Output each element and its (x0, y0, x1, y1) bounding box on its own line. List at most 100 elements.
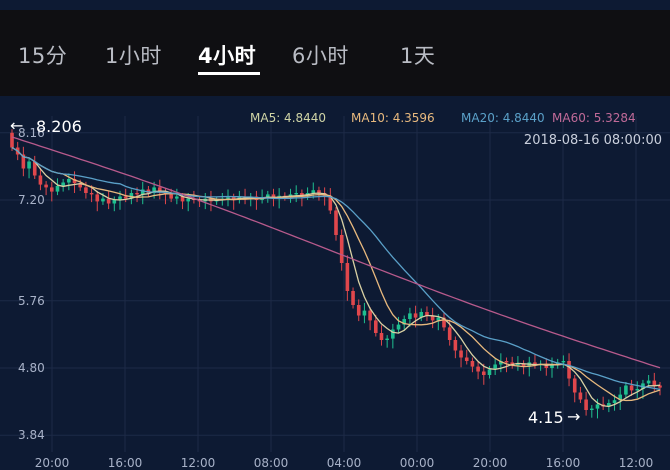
x-axis-ticks: 20:00 16:00 12:00 08:00 04:00 00:00 20:00 16:00… (35, 456, 654, 470)
candle-body (27, 161, 31, 169)
candle-body (629, 385, 634, 391)
tab-6hour[interactable]: 6小时 (292, 44, 349, 68)
candle-body (328, 195, 333, 211)
candle-body (516, 363, 520, 366)
high-marker: ← 8.206 (10, 116, 82, 136)
ma60-line (11, 136, 661, 369)
candle-body (385, 338, 389, 340)
candle-body (419, 312, 424, 318)
candle-body (595, 404, 600, 409)
low-marker-value: 4.15 (528, 408, 564, 427)
ma10-line (11, 146, 661, 402)
candle-body (118, 196, 122, 200)
crosshair-timestamp: 2018-08-16 08:00:00 (524, 133, 662, 148)
active-tab-indicator (198, 72, 260, 75)
candle-body (550, 365, 554, 368)
candle-body (72, 179, 77, 184)
candle-body (544, 363, 549, 368)
ma-legend: MA5: 4.8440 MA10: 4.3596 MA20: 4.8440 MA60:… (250, 111, 636, 125)
y-axis-ticks: 8.16 7.20 5.76 4.80 3.84 (18, 126, 45, 442)
candle-body (294, 193, 299, 195)
candle-body (476, 366, 480, 372)
candle-body (584, 399, 588, 410)
candle-body (533, 362, 537, 366)
candle-body (481, 371, 486, 375)
tab-1hour[interactable]: 1小时 (105, 44, 162, 68)
x-tick-label: 16:00 (108, 456, 143, 470)
candle-body (555, 362, 560, 366)
candle-body (123, 196, 128, 199)
candle-body (32, 161, 37, 176)
candle-body (413, 313, 418, 318)
x-tick-label: 00:00 (400, 456, 435, 470)
ma-legend-item: MA20: 4.8440 (461, 111, 545, 125)
candle-body (572, 378, 577, 393)
candle-body (61, 182, 65, 186)
candle-body (180, 196, 185, 202)
tab-1day[interactable]: 1天 (400, 44, 436, 68)
candle-body (175, 196, 179, 199)
y-tick-label: 4.80 (18, 361, 45, 375)
candle-body (169, 194, 173, 199)
candle-body (135, 193, 139, 195)
candle-body (112, 200, 117, 204)
candle-body (271, 194, 276, 199)
timeframe-tab-bar: 15分 1小时 4小时 6小时 1天 (0, 10, 670, 96)
candle-body (442, 317, 446, 328)
candle-body (311, 190, 316, 193)
candle-body (658, 385, 662, 388)
candle-body (368, 310, 372, 321)
candle-body (470, 361, 475, 367)
x-tick-label: 12:00 (619, 456, 654, 470)
y-tick-label: 3.84 (18, 428, 45, 442)
candle-body (607, 403, 611, 407)
low-marker-arrow: → (567, 407, 580, 426)
candle-body (186, 198, 191, 202)
candle-body (447, 327, 452, 340)
ma-legend-item: MA5: 4.8440 (250, 111, 326, 125)
candle-body (493, 364, 497, 370)
high-marker-arrow: ← (10, 116, 23, 135)
candle-body (453, 340, 458, 351)
candle-body (21, 154, 26, 169)
candle-body (339, 235, 344, 263)
candle-body (101, 198, 105, 202)
candle-body (635, 389, 640, 391)
x-tick-label: 20:00 (473, 456, 508, 470)
candle-body (67, 179, 71, 183)
candle-body (78, 183, 83, 188)
low-marker: 4.15 → (528, 407, 580, 427)
candlestick-chart[interactable]: 8.16 7.20 5.76 4.80 3.84 20:00 16:00 12:00 08:0… (0, 96, 670, 470)
candle-body (618, 394, 623, 401)
y-tick-label: 5.76 (18, 294, 45, 308)
candle-body (561, 361, 566, 363)
candle-body (231, 197, 236, 200)
candle-body (226, 197, 230, 199)
candle-body (265, 194, 270, 198)
candle-body (356, 305, 361, 316)
y-tick-label: 7.20 (18, 193, 45, 207)
x-tick-label: 04:00 (327, 456, 362, 470)
candle-body (129, 193, 134, 199)
candle-body (55, 186, 60, 192)
high-marker-value: 8.206 (36, 117, 82, 136)
candle-body (140, 189, 145, 195)
candle-body (157, 187, 162, 192)
candle-body (243, 196, 247, 199)
tab-15min[interactable]: 15分 (18, 44, 68, 68)
candle-body (487, 369, 492, 375)
candle-body (351, 291, 355, 305)
tab-4hour[interactable]: 4小时 (198, 44, 257, 68)
candle-body (38, 175, 43, 185)
candle-body (362, 310, 367, 316)
candles-layer (10, 129, 662, 419)
status-strip (0, 0, 670, 10)
candle-body (317, 190, 321, 193)
ma20-line (11, 146, 661, 391)
candle-body (567, 361, 571, 379)
candle-body (436, 317, 441, 321)
candle-body (49, 187, 54, 192)
candle-body (396, 324, 401, 330)
candle-body (430, 315, 435, 321)
x-tick-label: 16:00 (546, 456, 581, 470)
